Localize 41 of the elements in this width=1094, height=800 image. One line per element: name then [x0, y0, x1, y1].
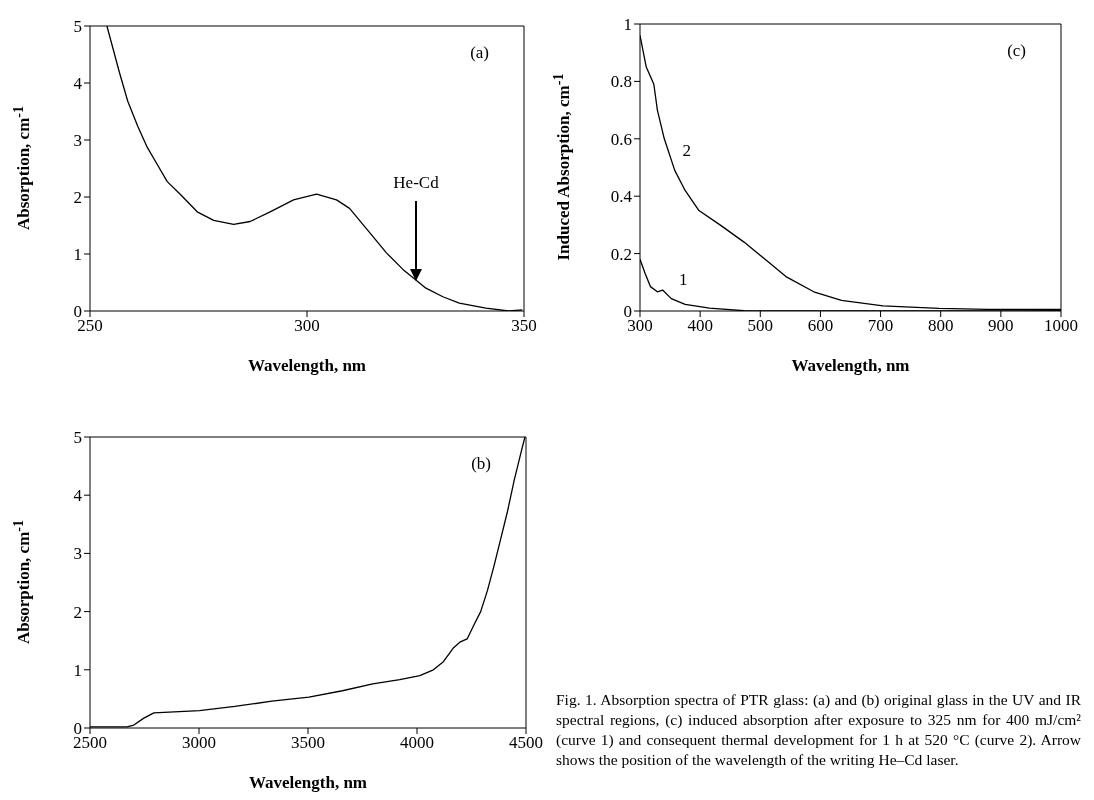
y-tick-label: 2: [73, 188, 82, 208]
annotation: (a): [470, 43, 489, 63]
x-tick-label: 500: [747, 316, 774, 336]
x-tick-label: 250: [77, 316, 103, 336]
x-tick-label: 900: [988, 316, 1014, 336]
y-tick-label: 2: [73, 602, 82, 622]
x-tick-label: 800: [927, 316, 954, 336]
series-label: 1: [679, 269, 688, 289]
annotation: (b): [471, 454, 491, 474]
y-tick-label: 5: [73, 17, 82, 37]
y-tick-label: 0.6: [610, 129, 632, 149]
x-tick-label: 4000: [400, 733, 434, 753]
y-tick-label: 0.2: [610, 244, 632, 264]
y-tick-label: 5: [73, 428, 82, 448]
y-tick-label: 1: [73, 245, 82, 265]
x-tick-label: 2500: [73, 733, 107, 753]
annotation: (c): [1007, 41, 1026, 61]
x-axis-title: Wavelength, nm: [248, 773, 368, 792]
x-tick-label: 700: [867, 316, 894, 336]
x-tick-label: 4500: [509, 733, 543, 753]
x-axis-title: Wavelength, nm: [247, 356, 367, 375]
x-tick-label: 600: [807, 316, 834, 336]
y-tick-label: 4: [73, 74, 83, 94]
x-tick-label: 3000: [182, 733, 216, 753]
annotation: He-Cd: [392, 173, 440, 193]
caption: Fig. 1. Absorption spectra of PTR glass: (a) and (b) original glass in the UV and IR spectral regions, (c) induced absorption after exposure to 325 nm for 400 mJ/cm² (curve 1) and consequent thermal development for 1 h at 520 °C (curve 2). Arrow shows the position of the wavelength of the writing He–Cd laser.: [556, 690, 1081, 770]
x-tick-label: 3500: [291, 733, 325, 753]
x-tick-label: 1000: [1044, 316, 1078, 336]
y-tick-label: 1: [623, 15, 632, 35]
x-tick-label: 300: [627, 316, 653, 336]
series-label: 2: [682, 141, 692, 161]
y-tick-label: 3: [73, 544, 82, 564]
x-tick-label: 300: [294, 316, 320, 336]
x-axis-title: Wavelength, nm: [791, 356, 910, 375]
y-tick-label: 3: [73, 131, 82, 151]
x-tick-label: 400: [687, 316, 713, 336]
y-tick-label: 0.4: [610, 187, 633, 207]
y-tick-label: 4: [73, 486, 83, 506]
y-tick-label: 0.8: [610, 72, 632, 92]
x-tick-label: 350: [511, 316, 537, 336]
y-tick-label: 1: [73, 660, 82, 680]
